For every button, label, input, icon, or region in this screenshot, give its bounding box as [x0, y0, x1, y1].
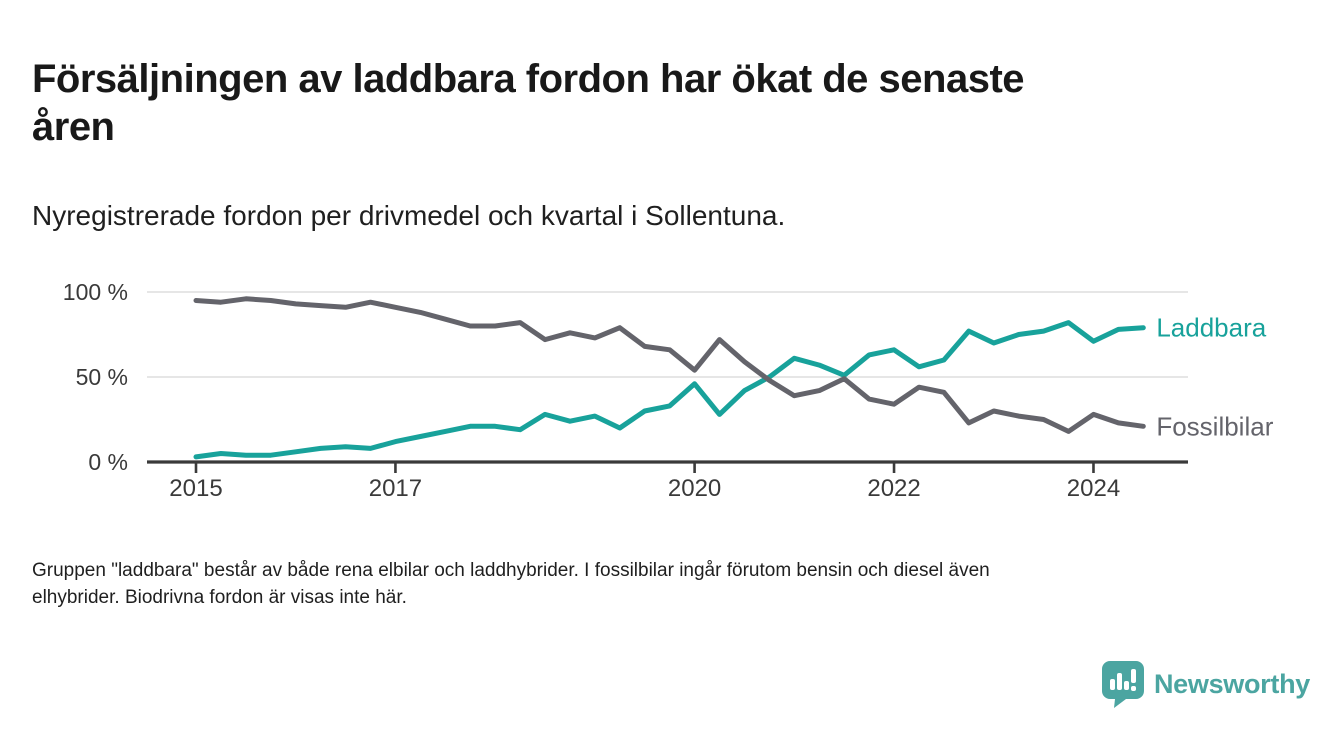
- logo-bar-2: [1116, 673, 1122, 690]
- x-axis-label-2022: 2022: [867, 475, 920, 502]
- logo-bar-3: [1123, 681, 1129, 690]
- newsworthy-wordmark: Newsworthy: [1153, 668, 1310, 699]
- chart-title: Försäljningen av laddbara fordon har öka…: [32, 56, 1025, 149]
- series-line-fossilbilar: [193, 296, 1146, 434]
- bar-chart-speech-bubble-icon: [1101, 661, 1144, 708]
- y-axis-label-100: 100 %: [63, 279, 128, 305]
- series-line-laddbara: [193, 320, 1146, 460]
- chart-svg: 0 % 50 % 100 % 2015 2017 2020 2022 2024 Laddbara…: [63, 279, 1274, 502]
- chart-subtitle: Nyregistrerade fordon per drivmedel och …: [32, 200, 786, 231]
- series-label-laddbara: Laddbara: [1156, 313, 1266, 343]
- x-axis-label-2024: 2024: [1067, 475, 1120, 502]
- chart-footnote: Gruppen "laddbara" består av både rena e…: [32, 560, 990, 608]
- logo-bar-1: [1109, 679, 1115, 690]
- series-label-fossilbilar: Fossilbilar: [1156, 411, 1273, 441]
- logo-exclamation-dot: [1130, 686, 1136, 691]
- x-axis-label-2015: 2015: [169, 475, 222, 502]
- x-axis-label-2020: 2020: [668, 475, 721, 502]
- speech-bubble-shape: [1101, 661, 1144, 708]
- logo-exclamation-stem: [1130, 669, 1136, 683]
- y-axis-label-0: 0 %: [88, 449, 128, 475]
- x-axis-label-2017: 2017: [369, 475, 422, 502]
- newsworthy-logo: Newsworthy: [1100, 659, 1310, 709]
- y-axis-label-50: 50 %: [76, 364, 128, 390]
